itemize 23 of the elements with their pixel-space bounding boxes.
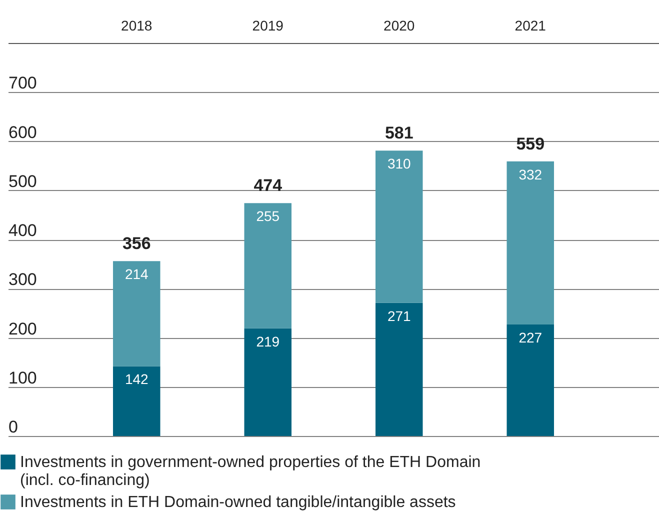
- data-label: 227: [518, 329, 542, 346]
- y-tick-label: 500: [8, 172, 37, 191]
- data-label: 219: [256, 333, 280, 350]
- y-tick-label: 200: [8, 319, 37, 338]
- y-tick-label: 0: [8, 418, 18, 436]
- legend-label: Investments in ETH Domain-owned tangible/intangible assets: [20, 494, 456, 511]
- x-tick-label: 2019: [252, 18, 284, 34]
- data-label: 310: [387, 156, 412, 172]
- data-label: 142: [124, 371, 149, 388]
- data-label: 214: [124, 266, 149, 282]
- x-tick-label: 2018: [121, 18, 152, 34]
- total-label: 581: [384, 124, 414, 143]
- data-label: 332: [518, 166, 542, 182]
- y-tick-label: 700: [8, 74, 37, 93]
- y-tick-label: 400: [8, 221, 37, 240]
- data-label: 271: [387, 308, 412, 324]
- legend-label: Investments in government-owned properties of the ETH Domain (incl. co-financing): [20, 454, 481, 489]
- y-tick-label: 100: [8, 368, 37, 388]
- x-tick-label: 2020: [384, 18, 415, 34]
- x-tick-label: 2021: [514, 18, 546, 34]
- y-tick-label: 300: [8, 270, 37, 290]
- data-label: 255: [256, 208, 280, 224]
- y-tick-label: 600: [8, 122, 37, 142]
